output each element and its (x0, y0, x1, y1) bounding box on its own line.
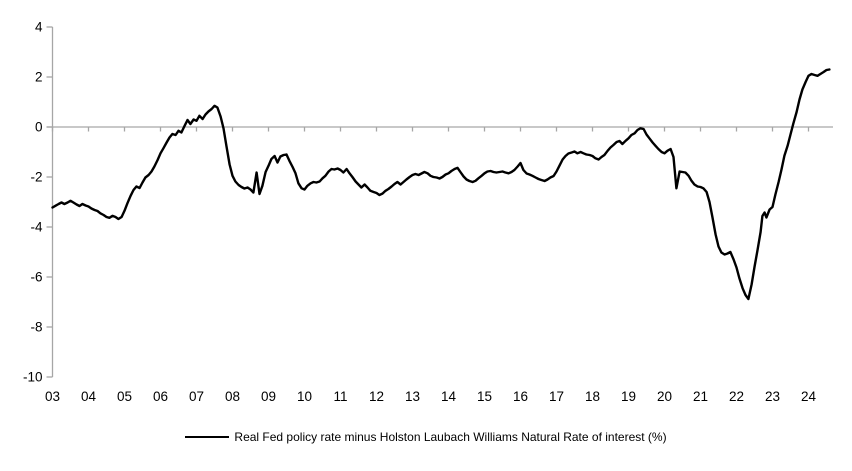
x-tick-label: 13 (405, 389, 420, 404)
x-tick-label: 05 (117, 389, 132, 404)
legend-line-sample (185, 436, 230, 438)
y-tick-label: 2 (35, 70, 43, 85)
x-tick-label: 11 (333, 389, 347, 404)
y-tick-label: 0 (35, 120, 43, 135)
x-tick-label: 04 (81, 389, 97, 404)
y-tick-label: -4 (30, 220, 42, 235)
chart-legend: Real Fed policy rate minus Holston Lauba… (0, 430, 852, 444)
x-tick-label: 18 (585, 389, 600, 404)
x-tick-label: 06 (153, 389, 168, 404)
x-tick-label: 10 (297, 389, 312, 404)
x-tick-label: 16 (513, 389, 528, 404)
y-tick-label: -6 (30, 270, 42, 285)
y-tick-label: -2 (30, 170, 42, 185)
y-tick-label: -10 (23, 370, 43, 385)
legend-label: Real Fed policy rate minus Holston Lauba… (234, 430, 667, 444)
x-tick-label: 20 (657, 389, 672, 404)
y-tick-label: 4 (35, 20, 43, 35)
y-tick-label: -8 (30, 320, 42, 335)
x-tick-label: 03 (45, 389, 60, 404)
x-tick-label: 17 (549, 389, 564, 404)
x-tick-label: 22 (729, 389, 744, 404)
x-tick-label: 23 (765, 389, 780, 404)
x-tick-label: 19 (621, 389, 636, 404)
x-tick-label: 08 (225, 389, 240, 404)
x-tick-label: 12 (369, 389, 384, 404)
data-series-line (51, 68, 831, 301)
x-tick-label: 15 (477, 389, 492, 404)
x-tick-label: 24 (801, 389, 817, 404)
x-tick-label: 14 (441, 389, 457, 404)
x-tick-label: 21 (693, 389, 708, 404)
x-tick-label: 07 (189, 389, 204, 404)
x-tick-label: 09 (261, 389, 276, 404)
